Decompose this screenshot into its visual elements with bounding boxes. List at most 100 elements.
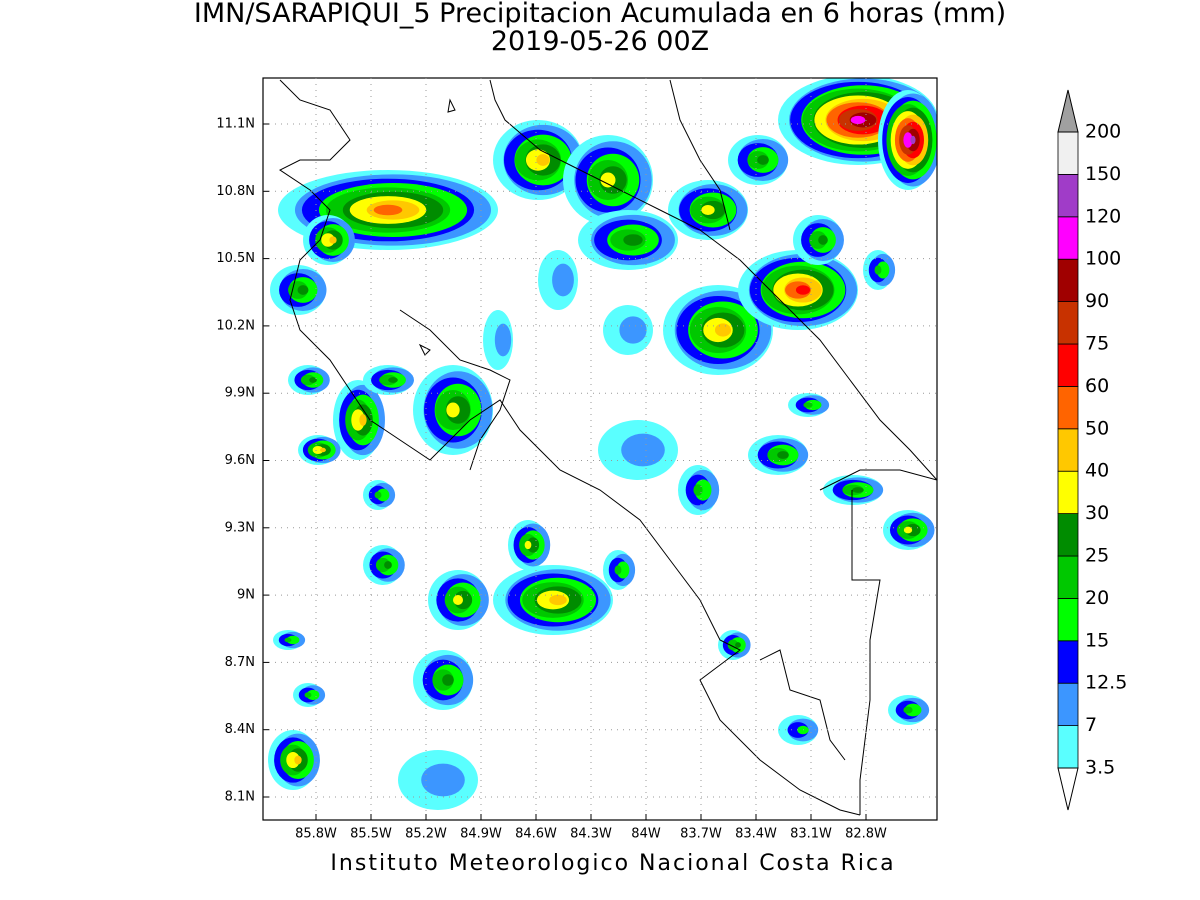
precip-contour — [297, 285, 309, 295]
precip-contour — [735, 642, 741, 648]
precip-contour — [388, 377, 398, 383]
lon-label: 84.3W — [570, 827, 612, 842]
colorbar-label: 50 — [1085, 417, 1109, 439]
colorbar-box — [1057, 598, 1079, 642]
colorbar-label: 40 — [1085, 460, 1109, 482]
colorbar-under — [1057, 767, 1079, 811]
precip-contour — [320, 447, 326, 453]
precip-contour — [359, 414, 367, 426]
precip-contour — [351, 409, 365, 431]
graticule: 11.1N 10.8N 10.5N 10.2N 9.9N 9.6N 9.3N 9N 8.7N 8.… — [216, 78, 937, 842]
colorbar: 3.5 7 12.5 15 20 25 30 40 50 60 75 90 100 120 150 200 — [1057, 89, 1127, 811]
lat-label: 8.7N — [225, 655, 255, 670]
precip-contour — [329, 236, 337, 244]
title: IMN/SARAPIQUI_5 Precipitacion Acumulada … — [194, 0, 1006, 29]
lat-label: 9.6N — [225, 453, 255, 468]
lat-label: 11.1N — [216, 117, 255, 132]
precip-contour — [874, 265, 882, 275]
precip-contour — [903, 132, 913, 148]
colorbar-box — [1057, 343, 1079, 387]
lon-label: 84W — [631, 827, 661, 842]
lon-label: 82.8W — [845, 827, 887, 842]
precip-contour — [309, 377, 317, 383]
colorbar-over — [1057, 89, 1079, 133]
lat-label: 10.5N — [216, 251, 255, 266]
colorbar-box — [1057, 682, 1079, 727]
precip-contour — [619, 316, 647, 344]
colorbar-label: 7 — [1085, 714, 1097, 736]
precip-contour — [286, 751, 300, 769]
colorbar-box — [1057, 428, 1079, 472]
precip-contour — [701, 205, 715, 215]
precip-contour — [286, 635, 300, 645]
footer: Instituto Meteorologico Nacional Costa R… — [330, 851, 895, 876]
precip-contour — [524, 540, 532, 550]
precip-contour — [903, 706, 913, 714]
colorbar-box — [1057, 173, 1079, 218]
lat-label: 9.3N — [225, 520, 255, 535]
precip-contour — [312, 445, 324, 455]
lat-label: 8.4N — [225, 722, 255, 737]
precip-contour — [536, 154, 550, 166]
precip-contour — [304, 692, 312, 698]
colorbar-label: 200 — [1085, 121, 1121, 143]
colorbar-box — [1057, 385, 1079, 430]
colorbar-label: 15 — [1085, 629, 1109, 651]
colorbar-label: 75 — [1085, 333, 1109, 355]
lat-label: 10.2N — [216, 318, 255, 333]
precip-contour — [453, 595, 463, 605]
colorbar-label: 120 — [1085, 205, 1121, 227]
lat-label: 9.9N — [225, 386, 255, 401]
precip-contour — [373, 204, 403, 216]
precip-contour — [693, 484, 703, 496]
colorbar-box — [1057, 258, 1079, 303]
colorbar-box — [1057, 725, 1079, 769]
precip-contour — [903, 526, 913, 534]
colorbar-box — [1057, 470, 1079, 515]
colorbar-label: 60 — [1085, 375, 1109, 397]
precip-field — [268, 78, 937, 810]
lon-label: 84.6W — [515, 827, 557, 842]
precip-contour — [494, 323, 512, 357]
precip-contour — [552, 263, 574, 297]
colorbar-box — [1057, 555, 1079, 599]
precip-contour — [757, 155, 769, 165]
coastline — [279, 79, 937, 816]
colorbar-box — [1057, 131, 1079, 175]
lat-label: 8.1N — [225, 790, 255, 805]
precip-contour — [374, 491, 382, 499]
colorbar-label: 20 — [1085, 587, 1109, 609]
precip-contour — [614, 565, 622, 575]
precip-contour — [714, 323, 732, 337]
precip-contour — [910, 135, 916, 145]
subtitle: 2019-05-26 00Z — [491, 26, 709, 57]
colorbar-box — [1057, 301, 1079, 345]
precip-contour — [777, 451, 789, 459]
precip-contour — [818, 235, 828, 245]
precip-contour — [803, 402, 813, 408]
colorbar-label: 100 — [1085, 248, 1121, 270]
precip-contour — [446, 402, 460, 418]
lat-label: 10.8N — [216, 184, 255, 199]
precip-contour — [284, 637, 292, 643]
precip-contour — [294, 755, 302, 765]
colorbar-label: 12.5 — [1085, 672, 1127, 694]
precip-contour — [600, 172, 616, 188]
precip-contour — [549, 594, 567, 606]
precip-contour — [876, 261, 890, 279]
map-frame — [262, 77, 938, 821]
precip-contour — [795, 285, 811, 295]
lon-label: 83.1W — [790, 827, 832, 842]
lat-label: 9N — [237, 588, 255, 603]
lon-label: 83.4W — [735, 827, 777, 842]
colorbar-box — [1057, 513, 1079, 557]
lon-label: 83.7W — [680, 827, 722, 842]
precip-contour — [306, 689, 320, 701]
precip-contour — [421, 763, 465, 797]
colorbar-box — [1057, 216, 1079, 260]
colorbar-label: 3.5 — [1085, 757, 1115, 779]
precip-contour — [621, 433, 665, 467]
precip-contour — [526, 537, 540, 553]
